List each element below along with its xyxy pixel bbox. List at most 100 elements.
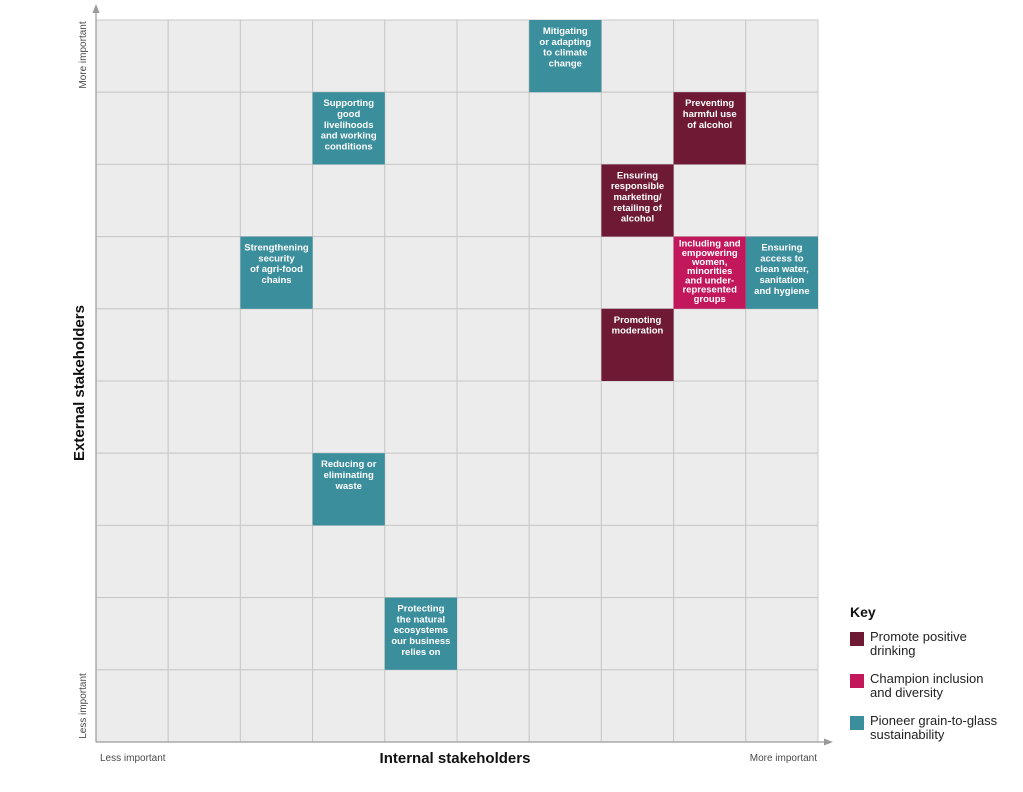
x-axis-high-label: More important <box>750 753 817 764</box>
legend-label: Pioneer grain-to-glass sustainability <box>870 714 997 742</box>
issue-box-label: sanitation <box>759 275 804 286</box>
grid-cell <box>673 308 747 382</box>
issue-box-label: of alcohol <box>687 120 732 131</box>
grid-cell <box>95 452 169 526</box>
legend-label-line: sustainability <box>870 727 945 742</box>
y-axis-low-label: Less important <box>78 673 89 739</box>
grid-cell <box>95 91 169 165</box>
grid-cell <box>528 308 602 382</box>
x-axis-low-label: Less important <box>100 753 166 764</box>
x-axis-title: Internal stakeholders <box>380 750 531 767</box>
y-axis-arrow-icon <box>92 4 100 13</box>
grid-cell <box>95 597 169 671</box>
issue-box-label: Including and <box>679 239 741 250</box>
x-axis-arrow-icon <box>824 738 833 746</box>
axes: More important Less important External s… <box>71 4 833 767</box>
grid-cell <box>528 163 602 238</box>
issue-box-label: harmful use <box>683 109 737 120</box>
issue-box-label: good <box>337 109 360 120</box>
grid-cell <box>456 380 530 454</box>
issue-box-label: Ensuring <box>617 170 658 181</box>
grid-cell <box>312 163 386 238</box>
legend-label-line: Champion inclusion <box>870 671 984 686</box>
grid-cell <box>167 91 241 165</box>
grid-cell <box>745 380 819 454</box>
issue-box-fill <box>673 92 746 165</box>
y-axis-title: External stakeholders <box>71 305 88 461</box>
issue-box-label: alcohol <box>621 214 654 225</box>
legend-swatch <box>850 632 864 646</box>
grid-cell <box>312 524 386 599</box>
grid-cell <box>528 597 602 671</box>
grid-cell <box>384 163 458 238</box>
grid-cell <box>167 524 241 599</box>
grid-cell <box>312 236 386 310</box>
grid-cell <box>95 19 169 93</box>
issue-box-label: to climate <box>543 48 587 59</box>
grid-cell <box>384 380 458 454</box>
grid-cell <box>456 91 530 165</box>
grid-cell <box>600 380 675 454</box>
issue-box-label: our business <box>391 636 450 647</box>
grid-cell <box>745 669 819 743</box>
grid-cell <box>167 236 241 310</box>
grid-cell <box>673 163 747 238</box>
grid-cell <box>384 308 458 382</box>
grid-cell <box>167 19 241 93</box>
issue-box-label: and under- <box>685 275 734 286</box>
grid-cell <box>600 452 675 526</box>
grid-cell <box>239 19 314 93</box>
grid-cell <box>384 91 458 165</box>
grid-cell <box>745 19 819 93</box>
issue-box-label: retailing of <box>613 203 662 214</box>
grid-cell <box>600 19 675 93</box>
issue-box-label: Strengthening <box>244 243 309 254</box>
grid-cell <box>456 236 530 310</box>
legend-title: Key <box>850 604 876 620</box>
legend-label-line: drinking <box>870 643 916 658</box>
issue-box-label: waste <box>334 481 361 492</box>
issue-box-label: Ensuring <box>761 243 802 254</box>
grid-cell <box>745 91 819 165</box>
grid-cell <box>312 308 386 382</box>
issue-box-label: livelihoods <box>324 120 374 131</box>
grid-cell <box>745 308 819 382</box>
issue-box-fill <box>745 236 818 309</box>
issue-box-label: of agri-food <box>250 264 303 275</box>
issue-box-label: groups <box>694 294 726 305</box>
grid-cell <box>745 597 819 671</box>
grid-cell <box>528 524 602 599</box>
grid-cell <box>239 597 314 671</box>
grid-cell <box>167 308 241 382</box>
grid-cell <box>600 524 675 599</box>
grid-cell <box>673 524 747 599</box>
grid-cell <box>528 91 602 165</box>
grid-cell <box>456 19 530 93</box>
grid-cell <box>95 236 169 310</box>
grid-cell <box>239 380 314 454</box>
grid-cell <box>384 236 458 310</box>
legend-label: Champion inclusion and diversity <box>870 672 983 700</box>
issue-box-label: and hygiene <box>754 286 809 297</box>
grid-cell <box>239 524 314 599</box>
issue-box-label: Supporting <box>323 98 374 109</box>
issue-box-label: Preventing <box>685 98 734 109</box>
grid-cell <box>456 524 530 599</box>
grid-cell <box>167 163 241 238</box>
issue-box-label: Reducing or <box>321 459 377 470</box>
issue-box-label: women, <box>691 257 727 268</box>
issue-box-label: or adapting <box>539 37 591 48</box>
issue-box-label: eliminating <box>324 470 374 481</box>
grid-cell <box>312 380 386 454</box>
issue-box-fill <box>240 236 313 309</box>
issue-box-label: the natural <box>397 614 446 625</box>
grid-cell <box>673 597 747 671</box>
issue-box-label: marketing/ <box>613 192 661 203</box>
grid-cell <box>312 669 386 743</box>
grid-cell <box>384 19 458 93</box>
